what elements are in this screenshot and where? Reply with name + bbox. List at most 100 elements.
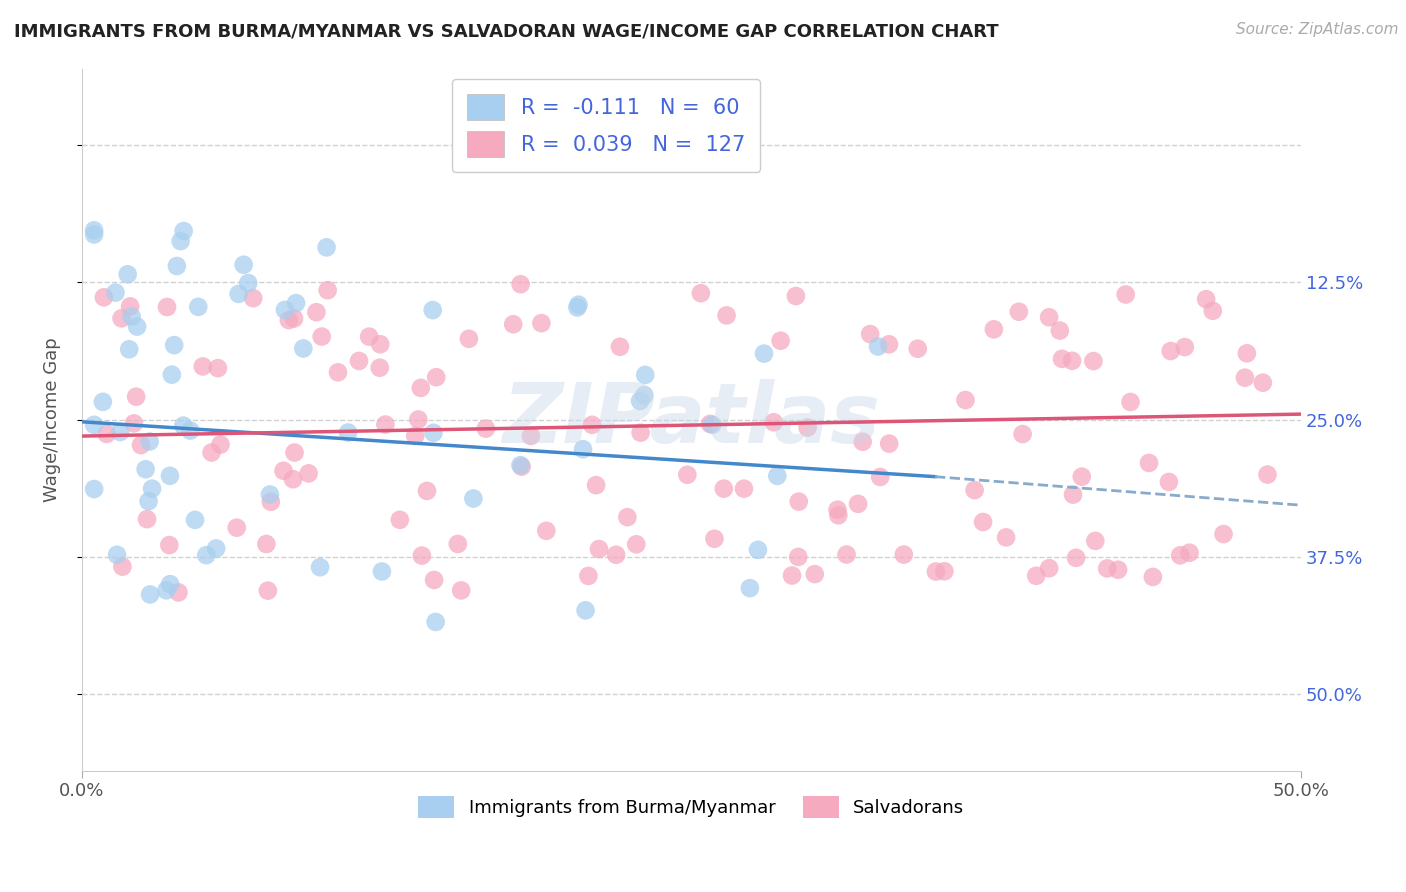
- Point: [311, 329, 333, 343]
- Point: [877, 436, 900, 450]
- Point: [567, 301, 589, 315]
- Point: [1038, 310, 1060, 325]
- Point: [423, 573, 446, 587]
- Point: [283, 445, 305, 459]
- Point: [125, 390, 148, 404]
- Point: [260, 495, 283, 509]
- Point: [167, 585, 190, 599]
- Point: [852, 434, 875, 449]
- Point: [1038, 561, 1060, 575]
- Point: [738, 581, 761, 595]
- Point: [716, 309, 738, 323]
- Point: [1251, 376, 1274, 390]
- Point: [934, 564, 956, 578]
- Point: [609, 340, 631, 354]
- Point: [576, 569, 599, 583]
- Point: [1137, 456, 1160, 470]
- Point: [228, 286, 250, 301]
- Point: [1064, 550, 1087, 565]
- Y-axis label: Wage/Income Gap: Wage/Income Gap: [44, 337, 60, 502]
- Point: [1025, 569, 1047, 583]
- Point: [796, 420, 818, 434]
- Point: [835, 548, 858, 562]
- Point: [907, 342, 929, 356]
- Point: [689, 286, 711, 301]
- Point: [173, 224, 195, 238]
- Point: [305, 305, 328, 319]
- Point: [422, 425, 444, 440]
- Point: [207, 361, 229, 376]
- Point: [411, 549, 433, 563]
- Point: [259, 487, 281, 501]
- Point: [804, 567, 827, 582]
- Point: [1050, 351, 1073, 366]
- Point: [530, 316, 553, 330]
- Point: [273, 464, 295, 478]
- Point: [1062, 487, 1084, 501]
- Point: [628, 393, 651, 408]
- Point: [425, 370, 447, 384]
- Point: [869, 470, 891, 484]
- Point: [458, 332, 481, 346]
- Point: [136, 512, 159, 526]
- Point: [463, 491, 485, 506]
- Point: [703, 532, 725, 546]
- Point: [588, 542, 610, 557]
- Point: [91, 394, 114, 409]
- Point: [963, 483, 986, 497]
- Text: ZIPatlas: ZIPatlas: [502, 379, 880, 460]
- Point: [83, 227, 105, 242]
- Point: [520, 429, 543, 443]
- Point: [1174, 340, 1197, 354]
- Point: [285, 296, 308, 310]
- Point: [762, 415, 785, 429]
- Point: [129, 438, 152, 452]
- Point: [404, 429, 426, 443]
- Point: [187, 300, 209, 314]
- Point: [292, 342, 315, 356]
- Point: [766, 468, 789, 483]
- Point: [995, 530, 1018, 544]
- Point: [450, 583, 472, 598]
- Point: [769, 334, 792, 348]
- Point: [139, 587, 162, 601]
- Point: [925, 565, 948, 579]
- Point: [359, 329, 381, 343]
- Point: [1142, 570, 1164, 584]
- Point: [972, 515, 994, 529]
- Point: [733, 482, 755, 496]
- Point: [232, 258, 254, 272]
- Point: [125, 319, 148, 334]
- Point: [166, 259, 188, 273]
- Point: [702, 417, 724, 432]
- Point: [616, 510, 638, 524]
- Point: [1008, 304, 1031, 318]
- Point: [156, 300, 179, 314]
- Point: [1011, 427, 1033, 442]
- Point: [752, 346, 775, 360]
- Point: [567, 298, 589, 312]
- Point: [1084, 533, 1107, 548]
- Point: [633, 388, 655, 402]
- Point: [893, 548, 915, 562]
- Point: [122, 417, 145, 431]
- Point: [191, 359, 214, 374]
- Point: [1070, 469, 1092, 483]
- Point: [337, 425, 360, 440]
- Point: [1256, 467, 1278, 482]
- Point: [475, 421, 498, 435]
- Point: [141, 482, 163, 496]
- Point: [159, 468, 181, 483]
- Point: [1168, 549, 1191, 563]
- Point: [787, 549, 810, 564]
- Point: [104, 285, 127, 300]
- Point: [368, 360, 391, 375]
- Point: [254, 537, 277, 551]
- Point: [374, 417, 396, 432]
- Point: [585, 478, 607, 492]
- Point: [242, 291, 264, 305]
- Point: [1062, 354, 1084, 368]
- Point: [780, 568, 803, 582]
- Point: [574, 603, 596, 617]
- Point: [509, 277, 531, 292]
